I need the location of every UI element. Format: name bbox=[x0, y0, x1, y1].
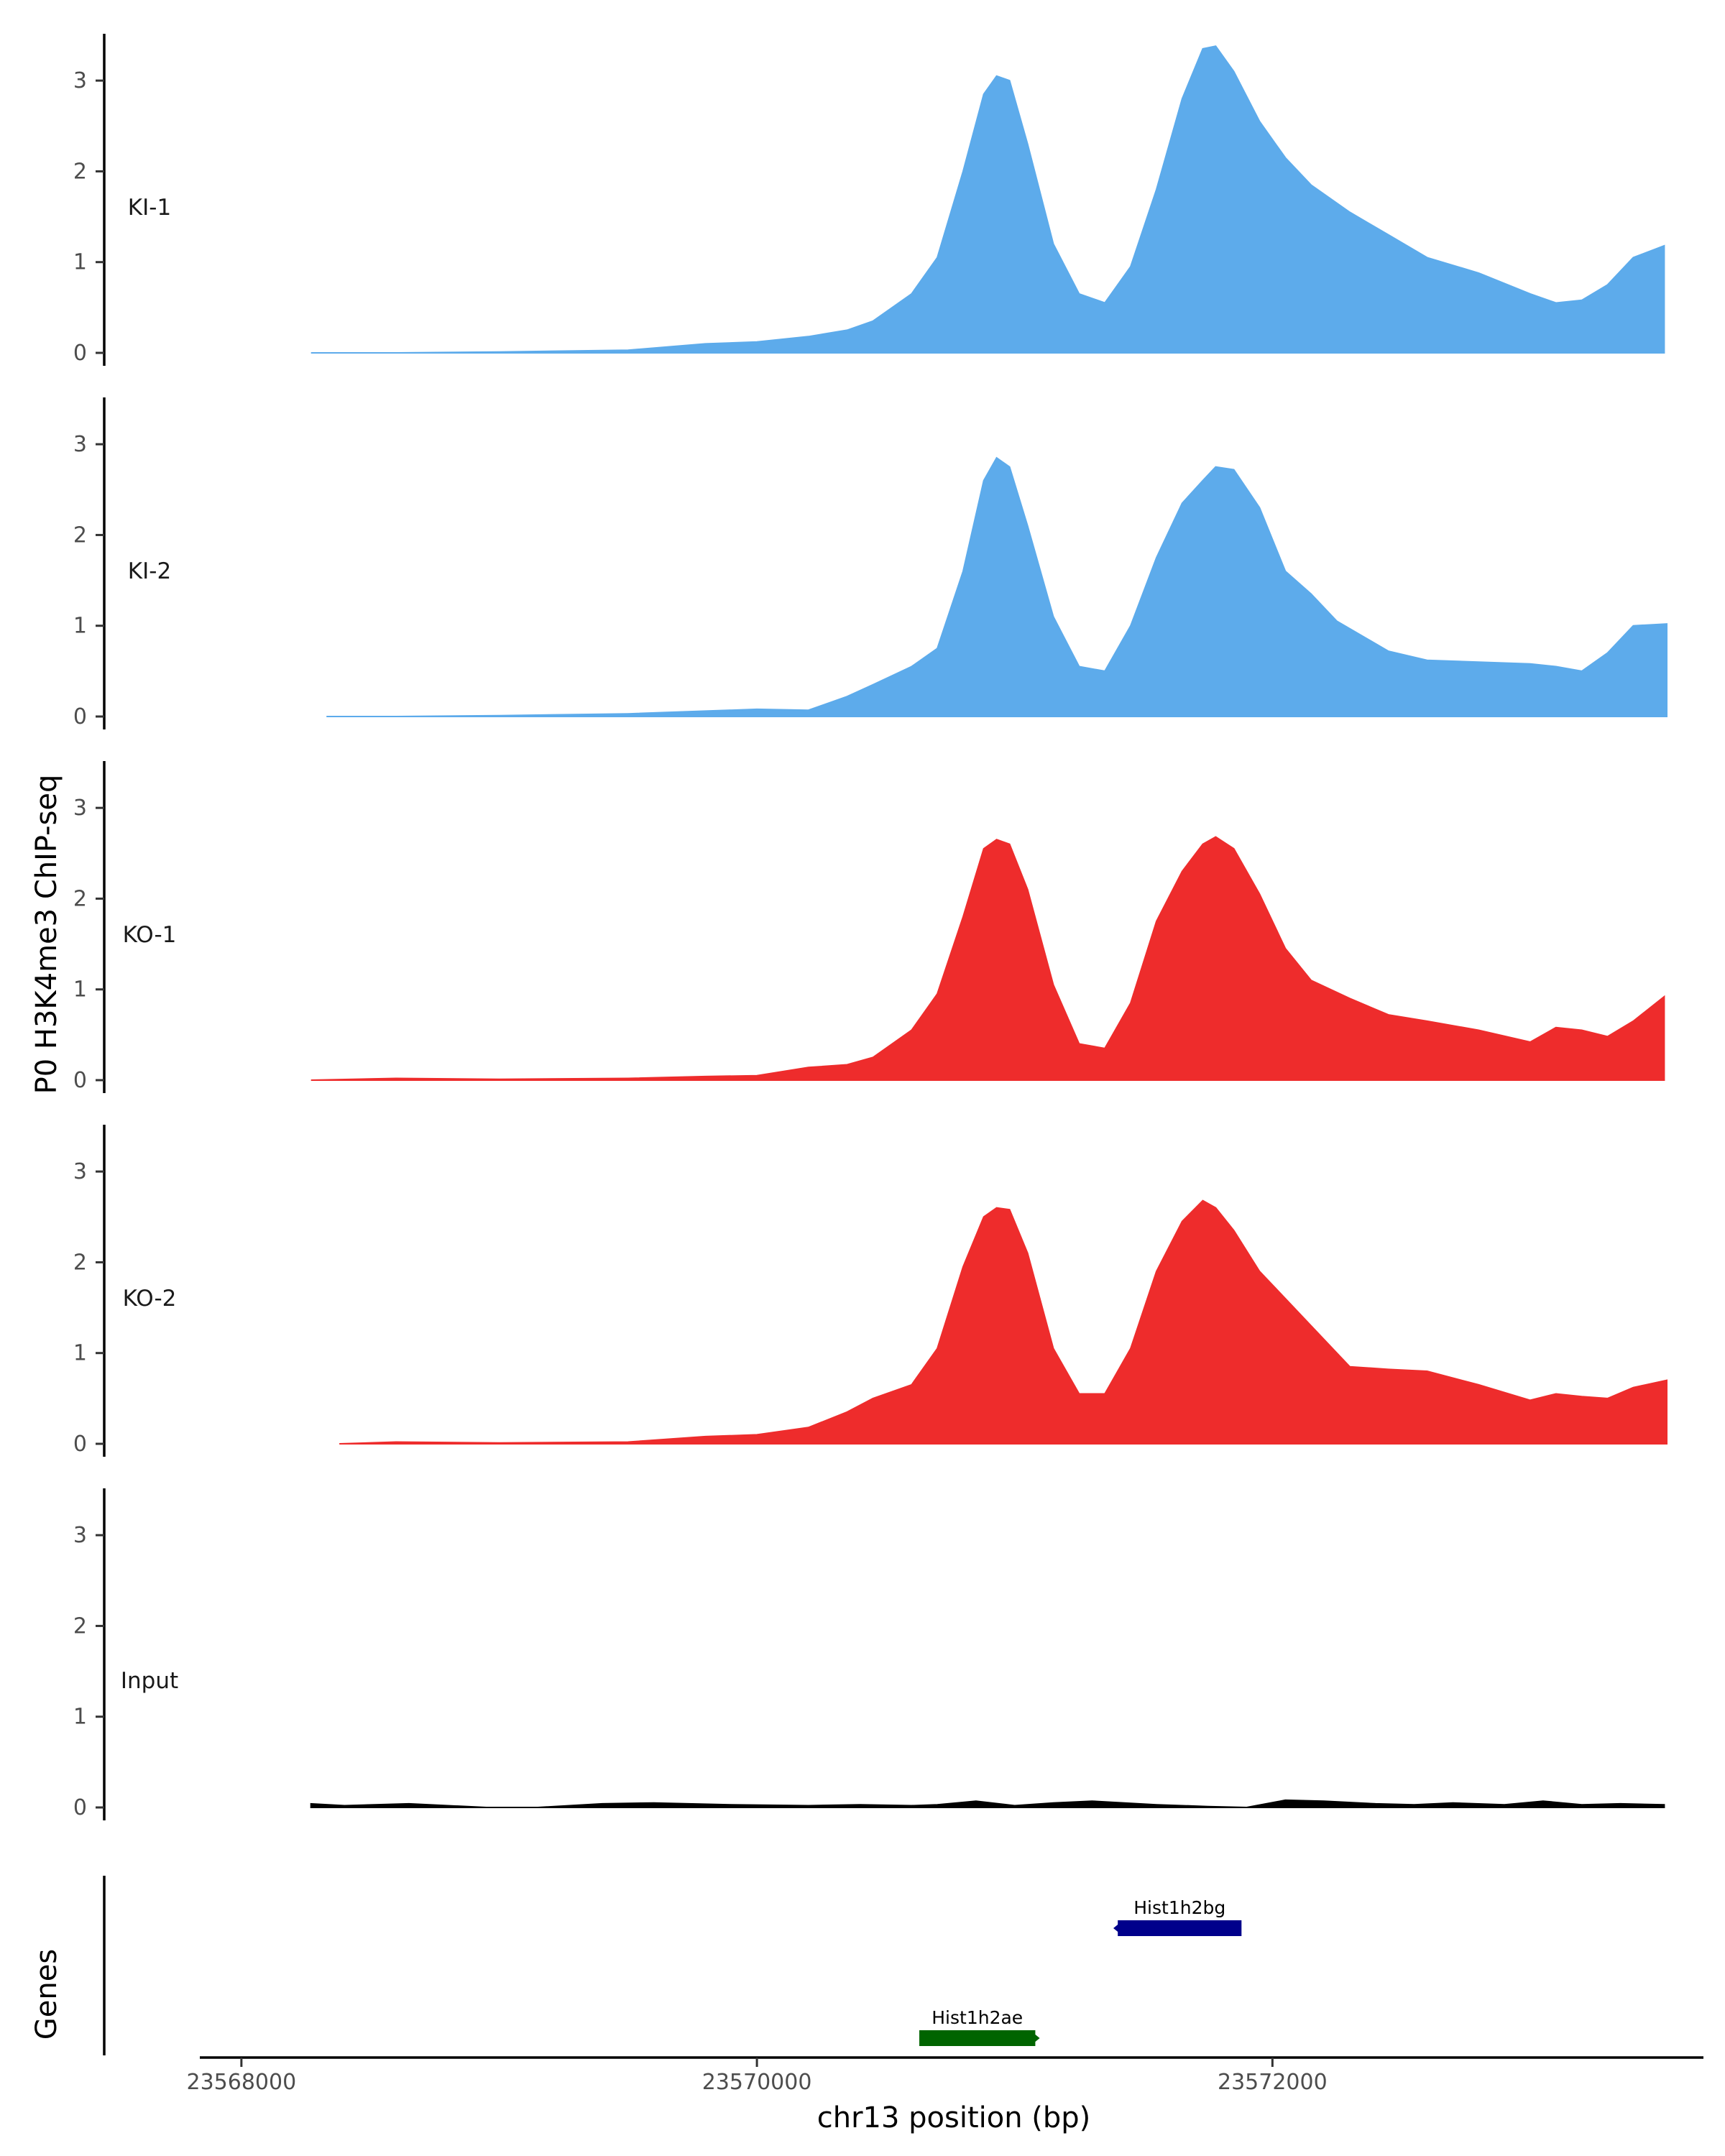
coverage-area-ko-1 bbox=[310, 836, 1665, 1081]
gene-hist1h2ae: Hist1h2ae bbox=[919, 2007, 1040, 2046]
strand-arrow bbox=[925, 2032, 935, 2044]
y-tick-label: 0 bbox=[73, 341, 87, 366]
strand-arrow bbox=[972, 2032, 983, 2044]
strand-end-arrow bbox=[1113, 1920, 1125, 1936]
gene-hist1h2bg: Hist1h2bg bbox=[1113, 1897, 1242, 1936]
gene-body bbox=[1118, 1920, 1242, 1936]
track-label: KI-1 bbox=[128, 195, 171, 221]
y-tick-label: 1 bbox=[73, 1705, 87, 1730]
strand-arrow bbox=[1122, 1922, 1132, 1934]
y-tick-label: 0 bbox=[73, 1795, 87, 1820]
y-tick-label: 3 bbox=[73, 1523, 87, 1548]
track-ki-1: 0 1 2 3 KI-1 bbox=[73, 34, 1665, 366]
y-tick-label: 1 bbox=[73, 977, 87, 1003]
y-tick-label: 1 bbox=[73, 1341, 87, 1366]
track-ko-1: 0 1 2 3 KO-1 bbox=[73, 761, 1665, 1093]
y-tick-label: 0 bbox=[73, 1068, 87, 1093]
y-tick-label: 2 bbox=[73, 1613, 87, 1639]
y-tick-label: 2 bbox=[73, 1250, 87, 1275]
coverage-area-ki-1 bbox=[310, 45, 1665, 354]
strand-arrow bbox=[1154, 1922, 1164, 1934]
strand-end-arrow bbox=[1029, 2030, 1040, 2046]
genes-axis-title: Genes bbox=[30, 1949, 63, 2040]
y-tick-label: 2 bbox=[73, 886, 87, 911]
x-tick-label: 23572000 bbox=[1218, 2070, 1328, 2095]
strand-arrow bbox=[941, 2032, 951, 2044]
gene-track: Hist1h2bg Hist1h2ae bbox=[103, 1876, 1242, 2055]
strand-arrow bbox=[1004, 2032, 1014, 2044]
coverage-area-ki-2 bbox=[326, 456, 1668, 717]
coverage-tracks: 0 1 2 3 KI-1 0 1 2 3 KI-2 0 1 2 3 KO-1 0 1 2 3 KO-2 0 1 2 3 Inpu… bbox=[73, 34, 1668, 1820]
y-tick-label: 3 bbox=[73, 432, 87, 457]
track-label: KO-2 bbox=[123, 1286, 177, 1312]
strand-arrow bbox=[1185, 1922, 1195, 1934]
y-tick-label: 3 bbox=[73, 68, 87, 93]
strand-arrow bbox=[988, 2032, 998, 2044]
coverage-area-ko-2 bbox=[339, 1199, 1668, 1445]
track-input: 0 1 2 3 Input bbox=[73, 1488, 1665, 1820]
x-axis-title: chr13 position (bp) bbox=[817, 2101, 1091, 2134]
x-tick-label: 23568000 bbox=[187, 2070, 297, 2095]
y-tick-label: 3 bbox=[73, 1159, 87, 1184]
x-axis: 23568000 23570000 23572000 bbox=[187, 2056, 1703, 2095]
y-tick-label: 3 bbox=[73, 796, 87, 821]
gene-label: Hist1h2bg bbox=[1133, 1897, 1225, 1918]
track-label: KO-1 bbox=[123, 922, 177, 948]
y-tick-label: 2 bbox=[73, 522, 87, 548]
y-tick-label: 0 bbox=[73, 1432, 87, 1457]
track-label: Input bbox=[121, 1668, 178, 1694]
track-ko-2: 0 1 2 3 KO-2 bbox=[73, 1125, 1668, 1457]
strand-arrow bbox=[1201, 1922, 1211, 1934]
track-ki-2: 0 1 2 3 KI-2 bbox=[73, 397, 1668, 729]
strand-arrow bbox=[1169, 1922, 1179, 1934]
track-label: KI-2 bbox=[128, 558, 171, 584]
y-axis-title: P0 H3K4me3 ChIP-seq bbox=[30, 775, 63, 1095]
strand-arrow bbox=[1138, 1922, 1148, 1934]
x-tick-label: 23570000 bbox=[702, 2070, 812, 2095]
y-tick-label: 1 bbox=[73, 614, 87, 639]
y-tick-label: 0 bbox=[73, 704, 87, 729]
coverage-area-input bbox=[310, 1799, 1665, 1809]
strand-arrow bbox=[957, 2032, 967, 2044]
y-tick-label: 1 bbox=[73, 250, 87, 275]
strand-arrow bbox=[1217, 1922, 1227, 1934]
gene-body bbox=[919, 2030, 1036, 2046]
strand-arrow bbox=[1020, 2032, 1030, 2044]
gene-label: Hist1h2ae bbox=[932, 2007, 1023, 2028]
y-tick-label: 2 bbox=[73, 159, 87, 184]
